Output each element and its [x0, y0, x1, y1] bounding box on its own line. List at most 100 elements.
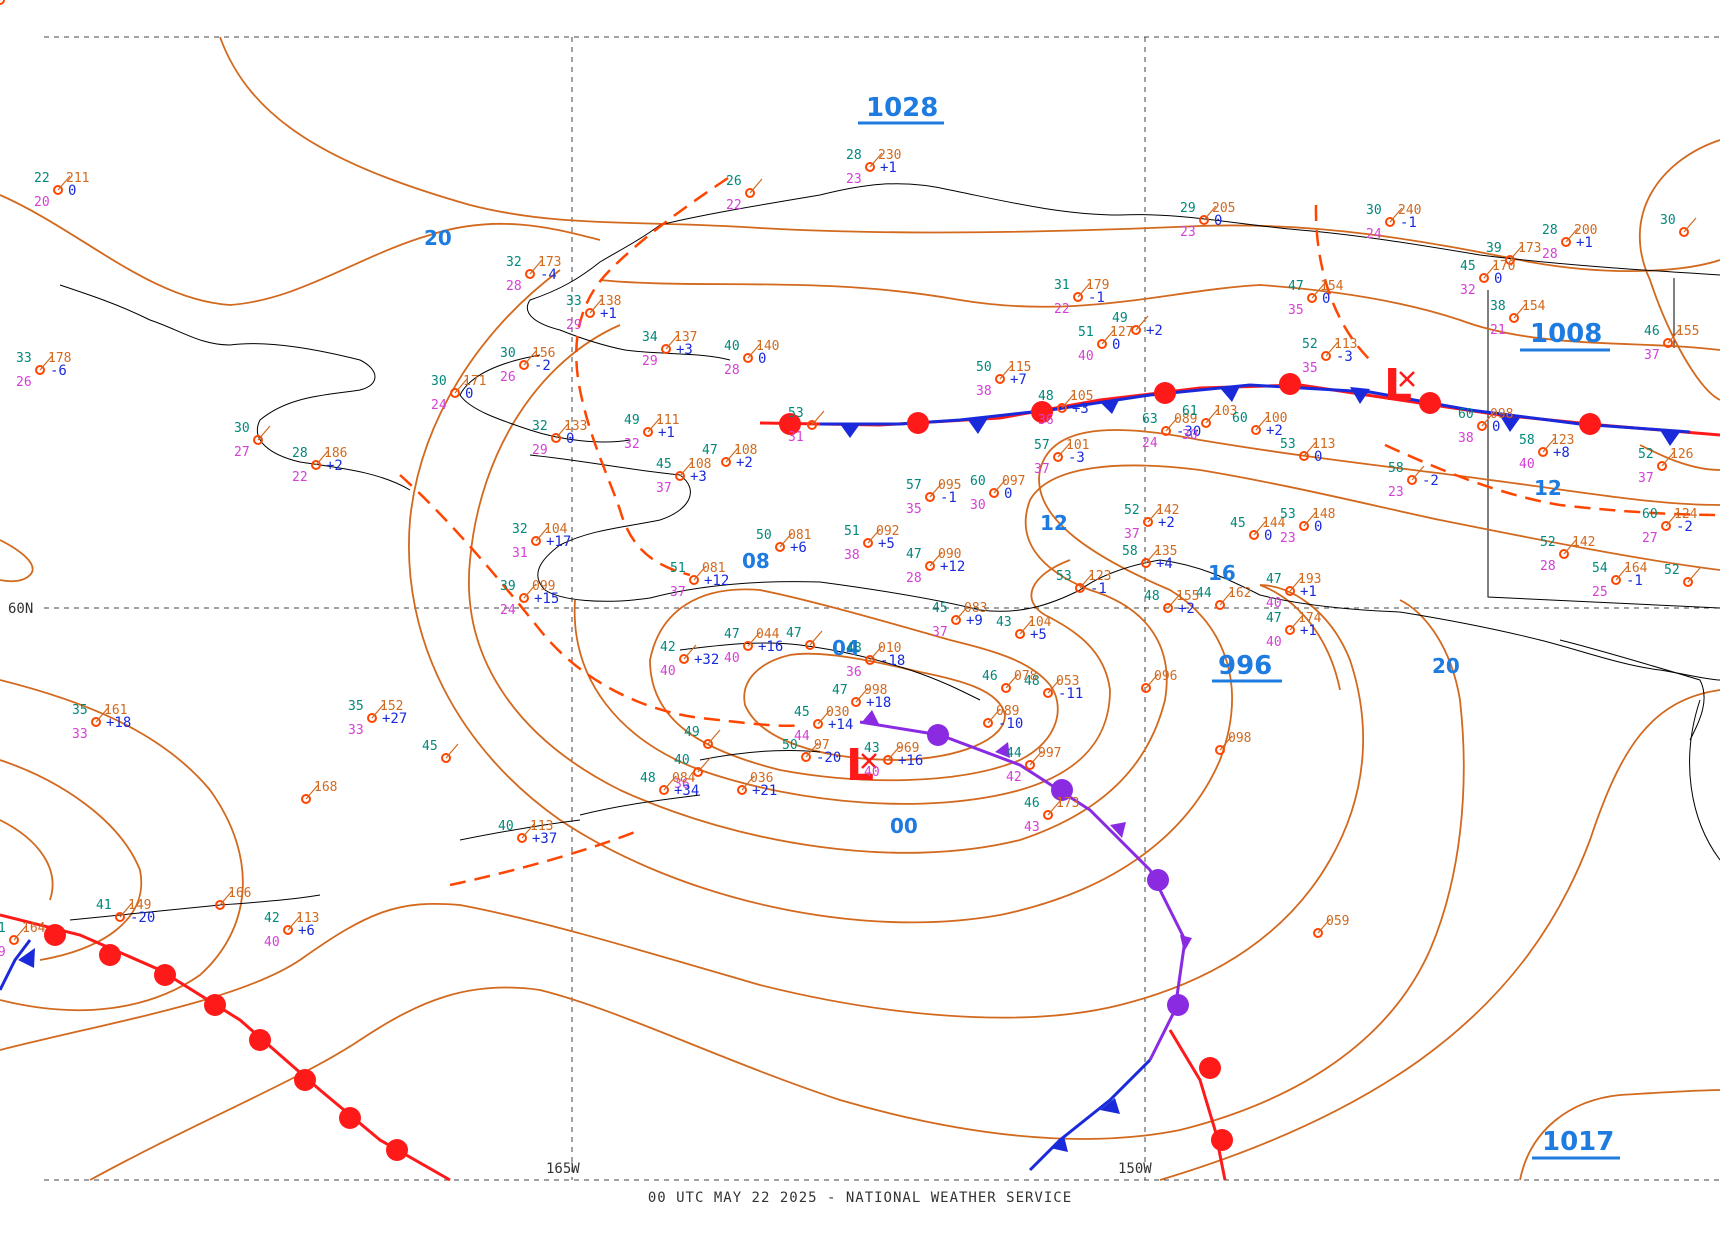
- station-temperature: 42: [264, 911, 280, 926]
- station-plot: 61 30 103: [1182, 404, 1237, 443]
- station-circle: [1161, 426, 1171, 436]
- station-tendency: +2: [1266, 423, 1283, 439]
- station-dewpoint: 35: [1302, 361, 1318, 376]
- station-dewpoint: 44: [794, 729, 810, 744]
- station-pressure: 030: [826, 705, 849, 720]
- wind-barb: [1101, 329, 1115, 345]
- wind-barb: [809, 630, 823, 646]
- station-temperature: 50: [756, 528, 772, 543]
- station-temperature: 53: [1056, 569, 1072, 584]
- lon-label-150w: 150W: [1118, 1161, 1152, 1177]
- station-pressure: 148: [1312, 507, 1335, 522]
- station-pressure: 126: [1670, 447, 1693, 462]
- station-temperature: 45: [1460, 259, 1476, 274]
- station-plot: 31 22 179-1: [1054, 278, 1109, 317]
- station-circle: [1538, 447, 1548, 457]
- station-pressure: 113: [1312, 437, 1335, 452]
- station-plot: 28 28 200+1: [1542, 223, 1597, 262]
- station-dewpoint: 28: [1542, 247, 1558, 262]
- station-tendency: +5: [878, 536, 895, 552]
- wind-barb: [987, 708, 1001, 724]
- station-tendency: -1: [1400, 215, 1417, 231]
- station-tendency: +1: [600, 306, 617, 322]
- station-pressure: 036: [750, 771, 773, 786]
- station-dewpoint: 27: [1642, 531, 1658, 546]
- wind-barb: [999, 364, 1013, 380]
- station-plot: 53 31: [788, 406, 825, 445]
- station-tendency: +1: [880, 160, 897, 176]
- wind-barb: [1311, 283, 1325, 299]
- station-plot: 46 43 173: [1024, 796, 1079, 835]
- station-circle: [661, 344, 671, 354]
- station-circle: [517, 833, 527, 843]
- station-dewpoint: 33: [72, 727, 88, 742]
- station-tendency: +1: [1300, 584, 1317, 600]
- station-dewpoint: 37: [1638, 471, 1654, 486]
- station-pressure: 096: [1154, 669, 1177, 684]
- station-pressure: 997: [1038, 746, 1061, 761]
- station-plot: 51 37 081+12: [670, 561, 729, 600]
- wind-barb: [257, 425, 271, 441]
- station-circle: [1679, 227, 1689, 237]
- station-plot: 38 21 154: [1490, 299, 1546, 338]
- station-circle: [0, 0, 5, 5]
- station-pressure: 171: [463, 374, 486, 389]
- station-tendency: +8: [1553, 445, 1570, 461]
- station-circle: [525, 269, 535, 279]
- station-pressure: 111: [656, 413, 679, 428]
- station-dewpoint: 28: [506, 279, 522, 294]
- station-plot: 41 39 164: [0, 921, 46, 960]
- station-plot: 44 42 997: [1006, 746, 1061, 785]
- isobar-label: 20: [1432, 654, 1460, 678]
- station-dewpoint: 30: [970, 498, 986, 513]
- station-circle: [1249, 530, 1259, 540]
- station-pressure: 173: [1518, 241, 1541, 256]
- station-temperature: 47: [724, 627, 740, 642]
- wind-barb: [1667, 328, 1681, 344]
- station-circle: [745, 188, 755, 198]
- station-pressure: 098: [1490, 407, 1513, 422]
- wind-barb: [1145, 673, 1159, 689]
- station-plot: 30 24 240-1: [1366, 203, 1421, 242]
- station-plot: 30 26 156-2: [500, 346, 555, 385]
- station-dewpoint: 22: [292, 470, 308, 485]
- wind-barb: [867, 528, 881, 544]
- station-tendency: +16: [898, 753, 923, 769]
- station-tendency: -10: [998, 716, 1023, 732]
- station-temperature: 44: [1006, 746, 1022, 761]
- station-temperature: 45: [794, 705, 810, 720]
- station-temperature: 48: [846, 641, 862, 656]
- station-temperature: 28: [846, 148, 862, 163]
- station-plot: 48 084+34: [640, 771, 699, 799]
- station-tendency: +3: [1072, 401, 1089, 417]
- station-plot: 63 24 089-30: [1142, 412, 1201, 451]
- station-circle: [689, 575, 699, 585]
- station-circle: [951, 615, 961, 625]
- station-plot: 47 28 090+12: [906, 547, 965, 586]
- low-pressure-label-1017: 1017: [1532, 1127, 1620, 1160]
- station-plot: 47 40 044+16: [724, 627, 783, 666]
- station-dewpoint: 25: [1592, 585, 1608, 600]
- station-circle: [851, 697, 861, 707]
- station-temperature: 52: [1540, 535, 1556, 550]
- low-center-symbol-2: L: [1384, 360, 1415, 411]
- station-tendency: 0: [465, 386, 473, 402]
- station-temperature: 30: [431, 374, 447, 389]
- station-temperature: 32: [506, 255, 522, 270]
- station-circle: [1251, 425, 1261, 435]
- station-circle: [983, 718, 993, 728]
- wind-barb: [929, 551, 943, 567]
- station-pressure: 113: [1334, 337, 1357, 352]
- station-temperature: 50: [976, 360, 992, 375]
- station-pressure: 166: [228, 886, 251, 901]
- station-circle: [743, 641, 753, 651]
- station-tendency: +7: [1010, 372, 1027, 388]
- station-circle: [1053, 452, 1063, 462]
- station-pressure: 142: [1572, 535, 1595, 550]
- wind-barb: [679, 461, 693, 477]
- station-circle: [1131, 325, 1141, 335]
- station-pressure: 044: [756, 627, 780, 642]
- station-pressure: 969: [896, 741, 919, 756]
- wind-barb: [663, 775, 677, 791]
